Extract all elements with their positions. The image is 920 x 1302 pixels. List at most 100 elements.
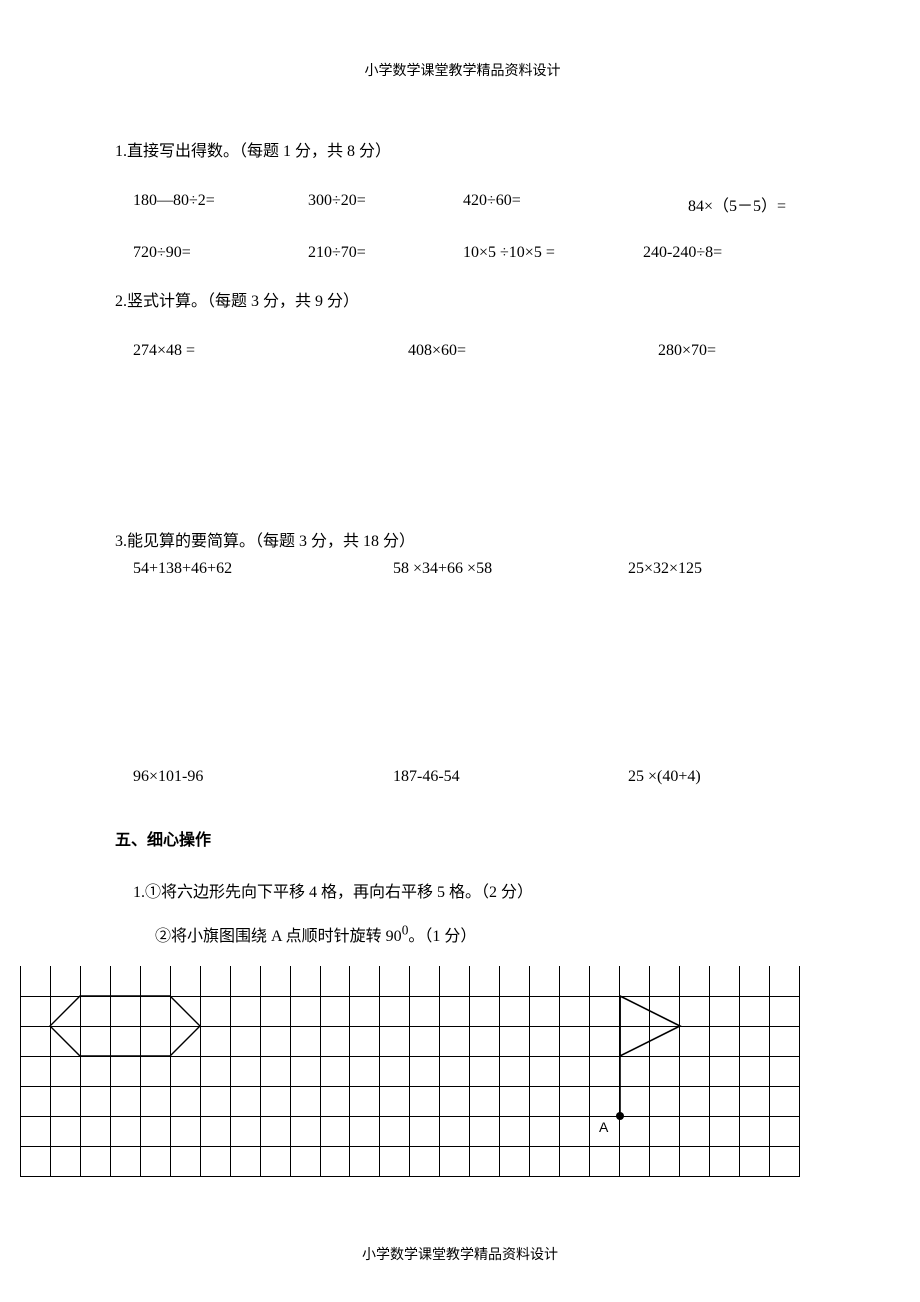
grid-cell [140, 1056, 170, 1086]
q1-row2: 720÷90= 210÷70= 10×5 ÷10×5 = 240-240÷8= [115, 244, 810, 262]
grid-cell [350, 1086, 380, 1116]
grid-cell [769, 1146, 799, 1176]
grid-cell [769, 1116, 799, 1146]
grid-cell [110, 966, 140, 996]
grid-container: A [20, 966, 800, 1177]
grid-cell [470, 966, 500, 996]
grid-cell [140, 1026, 170, 1056]
grid-cell [470, 1026, 500, 1056]
grid-cell [769, 1026, 799, 1056]
grid-cell [200, 1056, 230, 1086]
grid-cell [320, 1146, 350, 1176]
grid-cell [170, 966, 200, 996]
q3-r2-c1: 96×101-96 [133, 768, 393, 786]
q2-title: 2.竖式计算。（每题 3 分，共 9 分） [115, 290, 810, 314]
grid-cell [320, 1116, 350, 1146]
grid-cell [80, 1116, 110, 1146]
grid-cell [380, 1056, 410, 1086]
grid-cell [410, 1056, 440, 1086]
grid-cell [320, 1026, 350, 1056]
grid-cell [679, 1056, 709, 1086]
grid-cell [470, 996, 500, 1026]
grid-cell [350, 1146, 380, 1176]
grid-cell [290, 966, 320, 996]
grid-cell [650, 1146, 680, 1176]
grid-cell [50, 996, 80, 1026]
grid-cell [380, 1026, 410, 1056]
grid-cell [170, 1056, 200, 1086]
grid-cell [769, 1056, 799, 1086]
grid-cell [679, 1116, 709, 1146]
grid-cell [230, 1146, 260, 1176]
grid-cell [620, 1086, 650, 1116]
grid-cell [410, 1146, 440, 1176]
q1-r1-c2: 300÷20= [308, 192, 463, 216]
grid-cell [110, 1146, 140, 1176]
grid-cell [650, 996, 680, 1026]
grid-cell [320, 1086, 350, 1116]
grid-cell [560, 1026, 590, 1056]
grid-cell [140, 1146, 170, 1176]
grid-cell [530, 996, 560, 1026]
grid-cell [500, 966, 530, 996]
grid-cell [530, 1116, 560, 1146]
q3-row1: 54+138+46+62 58 ×34+66 ×58 25×32×125 [115, 560, 810, 578]
grid-cell [260, 1026, 290, 1056]
grid-cell [170, 1146, 200, 1176]
grid-cell [320, 996, 350, 1026]
grid-cell [260, 1146, 290, 1176]
grid-cell [140, 966, 170, 996]
grid-cell [410, 1086, 440, 1116]
grid-cell [290, 1116, 320, 1146]
section5-title: 五、细心操作 [115, 826, 810, 850]
grid-cell [739, 1086, 769, 1116]
grid-cell [709, 1056, 739, 1086]
grid-cell [290, 1026, 320, 1056]
grid-cell [440, 1116, 470, 1146]
grid-cell [21, 996, 51, 1026]
grid-cell [350, 1116, 380, 1146]
grid-cell [80, 1056, 110, 1086]
grid-cell [530, 966, 560, 996]
grid-cell [739, 1146, 769, 1176]
grid-cell [620, 1026, 650, 1056]
page-header: 小学数学课堂教学精品资料设计 [115, 60, 810, 80]
grid-cell [110, 996, 140, 1026]
grid-cell [230, 1086, 260, 1116]
grid-cell [320, 1056, 350, 1086]
grid-cell [709, 1086, 739, 1116]
grid-cell [350, 1026, 380, 1056]
q2-item3: 280×70= [658, 342, 716, 360]
q3-r1-c3: 25×32×125 [628, 560, 702, 578]
grid-cell [80, 966, 110, 996]
q3-r2-c2: 187-46-54 [393, 768, 628, 786]
grid-cell [110, 1056, 140, 1086]
grid-cell [21, 1086, 51, 1116]
grid-cell [709, 1026, 739, 1056]
grid-cell [440, 1086, 470, 1116]
grid-cell [410, 996, 440, 1026]
grid-cell [620, 1056, 650, 1086]
q2-item2: 408×60= [408, 342, 658, 360]
grid-cell [560, 1146, 590, 1176]
grid-cell [769, 1086, 799, 1116]
grid-cell [230, 1056, 260, 1086]
grid-cell [739, 966, 769, 996]
grid-cell [230, 1026, 260, 1056]
q2-item1: 274×48 = [133, 342, 408, 360]
grid-cell [410, 966, 440, 996]
section5-line2: ②将小旗图围绕 A 点顺时针旋转 900。（1 分） [115, 922, 810, 946]
grid-cell [110, 1086, 140, 1116]
grid-cell [679, 1026, 709, 1056]
q3-r2-c3: 25 ×(40+4) [628, 768, 701, 786]
grid-cell [470, 1086, 500, 1116]
q3-r1-c2: 58 ×34+66 ×58 [393, 560, 628, 578]
grid-cell [620, 1146, 650, 1176]
grid-cell [590, 1086, 620, 1116]
grid-cell [21, 1026, 51, 1056]
grid-cell [709, 1116, 739, 1146]
grid-cell [350, 1056, 380, 1086]
grid-cell [21, 1146, 51, 1176]
grid-cell [500, 1056, 530, 1086]
grid-cell [739, 996, 769, 1026]
